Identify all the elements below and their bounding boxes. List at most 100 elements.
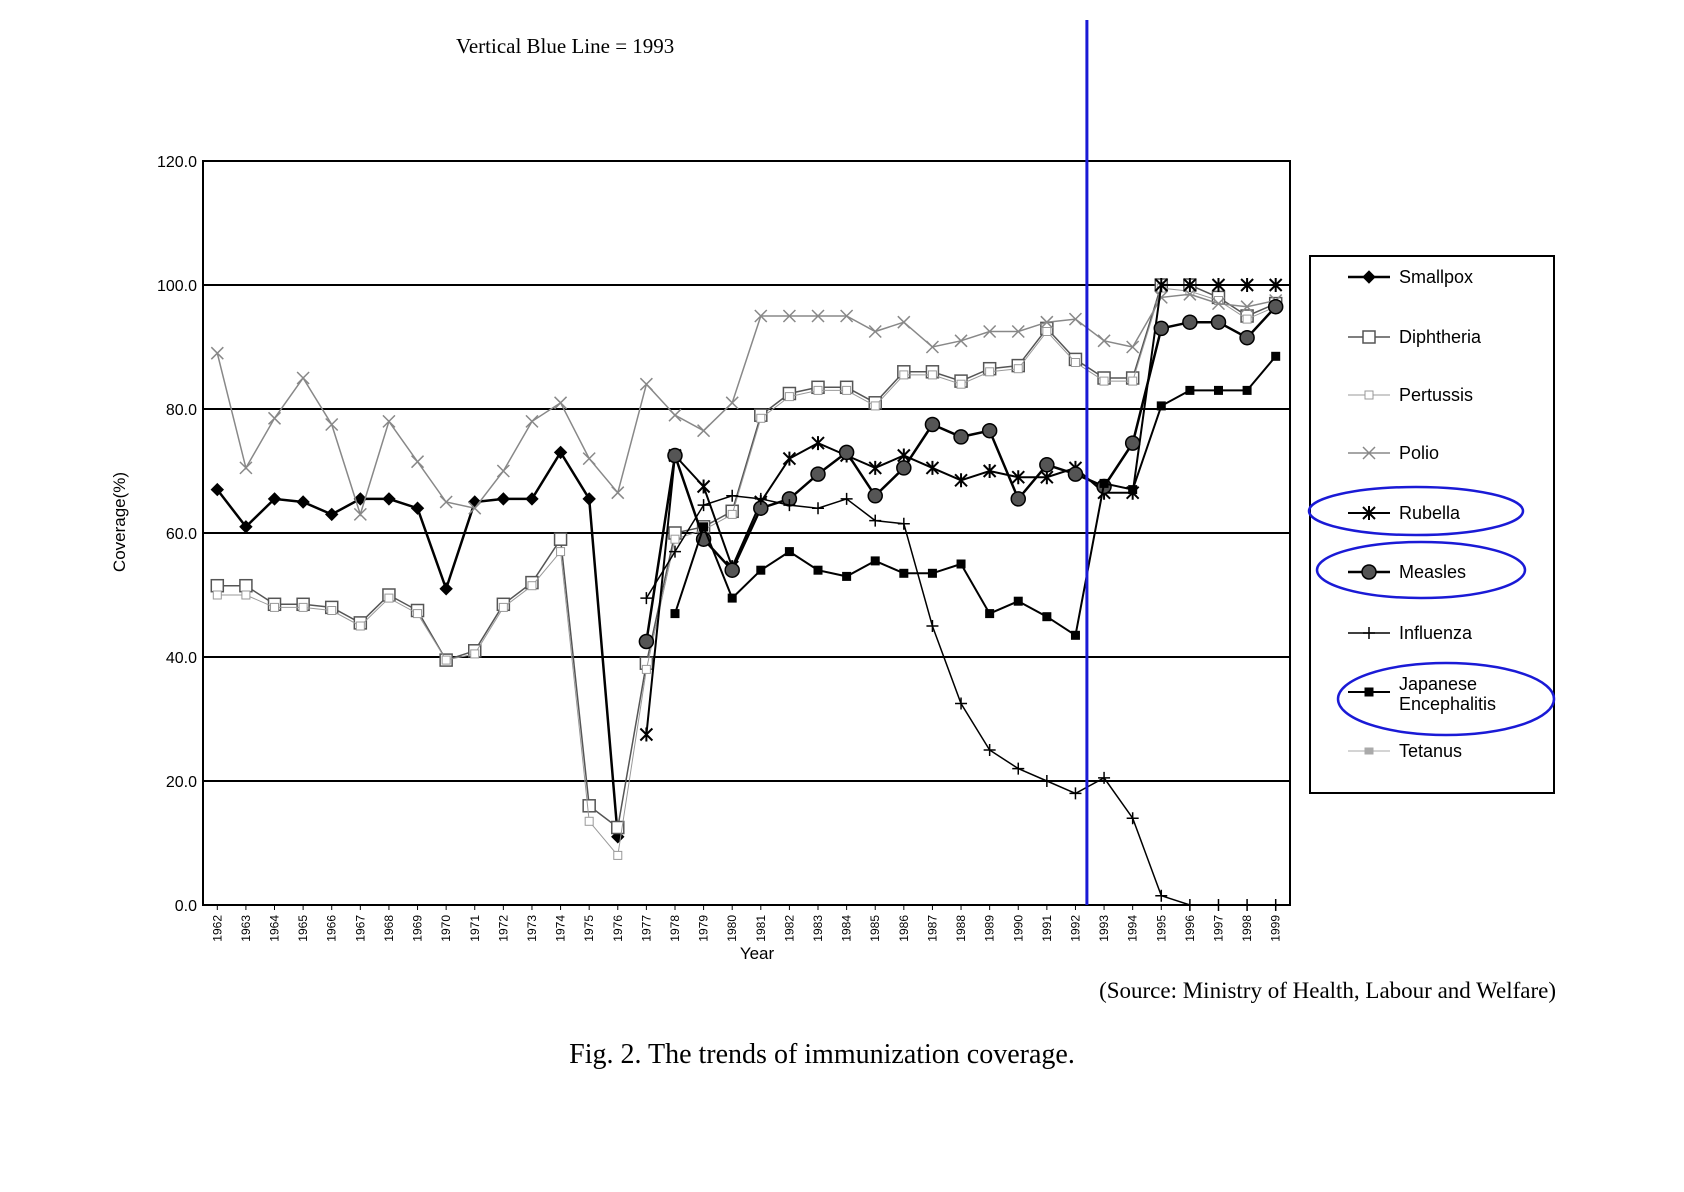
data-point xyxy=(668,408,682,422)
x-tick-label: 1966 xyxy=(325,915,339,942)
x-tick-label: 1965 xyxy=(296,915,310,942)
data-point xyxy=(554,396,568,410)
x-tick-label: 1987 xyxy=(925,915,939,942)
y-axis: 0.0 20.0 40.0 60.0 80.0 100.0 120.0 xyxy=(157,154,197,915)
data-point xyxy=(1097,334,1111,348)
legend-label: Smallpox xyxy=(1399,267,1473,287)
data-point xyxy=(1240,300,1254,314)
data-point xyxy=(1013,596,1023,606)
data-point xyxy=(1098,771,1111,784)
data-point xyxy=(1156,401,1166,411)
x-tick-label: 1971 xyxy=(468,915,482,942)
data-point xyxy=(899,568,909,578)
data-point xyxy=(1362,446,1376,460)
legend-label: Tetanus xyxy=(1399,741,1462,761)
x-tick-label: 1976 xyxy=(611,915,625,942)
data-point xyxy=(927,568,937,578)
data-point xyxy=(697,424,711,438)
legend-item: Polio xyxy=(1348,443,1439,463)
series-line xyxy=(217,284,1276,829)
data-point xyxy=(956,379,966,389)
data-point xyxy=(982,464,997,478)
data-point xyxy=(353,492,368,506)
data-point xyxy=(325,417,339,432)
data-point xyxy=(954,334,968,348)
data-point xyxy=(897,315,911,329)
data-point xyxy=(210,346,224,360)
data-point xyxy=(1183,899,1196,911)
data-point xyxy=(782,309,796,323)
x-tick-label: 1979 xyxy=(697,915,711,942)
data-point xyxy=(210,482,225,497)
legend-label: Pertussis xyxy=(1399,385,1473,405)
data-point xyxy=(298,602,308,612)
data-point xyxy=(927,370,937,380)
data-point xyxy=(1011,470,1025,485)
data-point xyxy=(953,429,969,445)
data-point xyxy=(296,495,310,509)
legend-label: Polio xyxy=(1399,443,1439,463)
data-point xyxy=(239,578,253,593)
data-point xyxy=(1126,340,1140,354)
data-point xyxy=(1364,747,1374,755)
x-tick-label: 1974 xyxy=(554,915,568,942)
data-point xyxy=(983,744,996,756)
data-point xyxy=(1124,435,1141,451)
figure-caption: Fig. 2. The trends of immunization cover… xyxy=(569,1039,1075,1070)
data-point xyxy=(1271,351,1281,361)
data-point xyxy=(1040,775,1053,787)
data-point xyxy=(670,609,680,619)
x-tick-label: 1975 xyxy=(582,915,596,942)
legend-item: Tetanus xyxy=(1348,741,1462,761)
data-point xyxy=(613,850,623,860)
x-tick-label: 1990 xyxy=(1011,915,1025,942)
data-point xyxy=(1128,485,1138,495)
legend-item: Rubella xyxy=(1348,503,1461,523)
data-point xyxy=(727,593,737,603)
x-tick-label: 1969 xyxy=(411,915,425,942)
x-tick-label: 1997 xyxy=(1211,915,1225,942)
x-tick-label: 1991 xyxy=(1040,915,1054,942)
legend-item: Measles xyxy=(1348,562,1466,582)
data-point xyxy=(926,620,939,632)
data-point xyxy=(1042,612,1052,622)
x-tick-label: 1998 xyxy=(1240,915,1254,942)
data-point xyxy=(842,571,852,581)
data-point xyxy=(1240,278,1254,292)
x-tick-label: 1963 xyxy=(239,915,253,942)
data-point xyxy=(667,447,683,464)
data-point xyxy=(813,565,823,575)
data-point xyxy=(582,452,596,466)
data-point xyxy=(1269,899,1282,911)
x-tick-label: 1972 xyxy=(496,915,510,942)
data-point xyxy=(840,492,853,505)
series-diphtheria xyxy=(210,278,1283,835)
data-point xyxy=(496,464,510,478)
data-point xyxy=(441,655,451,665)
data-point xyxy=(1099,478,1109,488)
y-tick-label: 80.0 xyxy=(166,402,197,419)
x-tick-label: 1973 xyxy=(525,915,539,942)
data-point xyxy=(668,545,681,558)
data-point xyxy=(327,606,337,615)
data-point xyxy=(325,507,339,522)
data-point xyxy=(1362,330,1376,344)
data-point xyxy=(869,514,882,527)
data-point xyxy=(1268,278,1283,292)
data-point xyxy=(811,436,825,451)
x-tick-label: 1980 xyxy=(725,915,739,942)
data-point xyxy=(870,556,880,566)
y-tick-label: 40.0 xyxy=(166,650,197,667)
legend-label: Japanese xyxy=(1399,674,1477,694)
data-point xyxy=(1010,491,1026,507)
y-tick-label: 100.0 xyxy=(157,278,197,295)
series-measles xyxy=(638,298,1284,650)
data-point xyxy=(611,820,625,835)
data-point xyxy=(1128,376,1138,386)
x-tick-label: 1993 xyxy=(1097,915,1111,942)
x-tick-label: 1994 xyxy=(1126,915,1140,942)
data-point xyxy=(867,488,883,504)
data-point xyxy=(382,492,396,506)
x-axis-title: Year xyxy=(740,944,775,963)
data-point xyxy=(1363,627,1375,639)
